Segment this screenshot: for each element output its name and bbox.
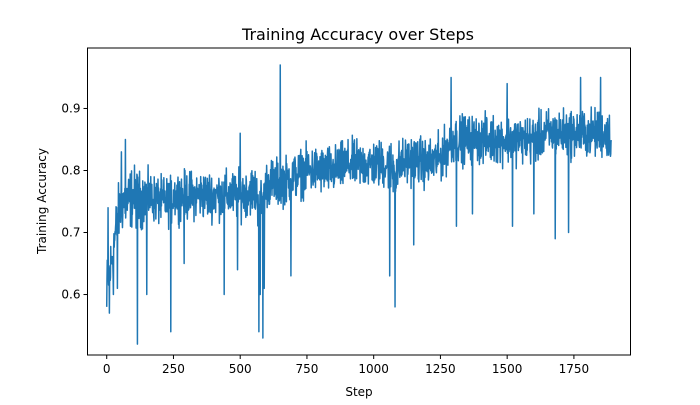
x-axis-label: Step <box>345 385 372 399</box>
x-tick-label: 500 <box>229 362 252 376</box>
chart-title: Training Accuracy over Steps <box>241 25 474 44</box>
plot-area <box>105 64 613 345</box>
x-tick-label: 1000 <box>358 362 389 376</box>
x-axis: 0 250 500 750 1000 1250 1500 1750 <box>103 355 589 376</box>
plot-frame <box>87 47 631 356</box>
y-tick-label: 0.9 <box>61 101 80 115</box>
y-tick-label: 0.6 <box>61 288 80 302</box>
x-tick-label: 750 <box>295 362 318 376</box>
series-line <box>105 64 613 345</box>
x-tick-label: 1500 <box>492 362 523 376</box>
y-tick-label: 0.8 <box>61 163 80 177</box>
y-tick-label: 0.7 <box>61 226 80 240</box>
x-tick-label: 1750 <box>559 362 590 376</box>
x-tick-label: 250 <box>162 362 185 376</box>
x-tick-label: 1250 <box>425 362 456 376</box>
x-tick-label: 0 <box>103 362 111 376</box>
y-axis: 0.6 0.7 0.8 0.9 <box>61 101 88 302</box>
y-axis-label: Training Accuracy <box>35 148 49 255</box>
